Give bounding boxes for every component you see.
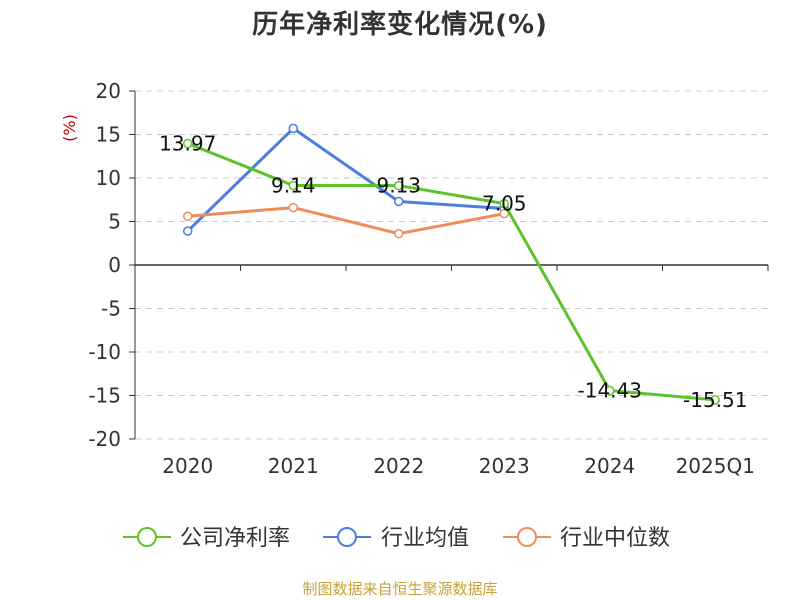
data-point [394, 228, 404, 239]
data-point [183, 226, 193, 236]
source-note: 制图数据来自恒生聚源数据库 [302, 580, 498, 598]
x-tick-label: 2022 [373, 454, 424, 478]
data-label: 7.05 [482, 192, 527, 216]
data-point [288, 180, 298, 191]
y-tick-label: 0 [108, 253, 121, 277]
data-point [710, 395, 720, 405]
data-point [288, 202, 298, 213]
data-point [394, 180, 404, 191]
x-tick-label: 2020 [162, 454, 213, 478]
chart-title: 历年净利率变化情况(%) [252, 10, 548, 40]
data-label: 9.14 [271, 173, 316, 197]
legend-swatch-marker [517, 527, 537, 547]
data-point [499, 198, 509, 209]
legend-swatch-marker [137, 527, 157, 547]
x-tick-label: 2021 [268, 454, 319, 478]
data-point [183, 211, 193, 222]
legend-label: 行业中位数 [560, 526, 670, 551]
y-tick-label: -20 [88, 427, 121, 451]
x-tick-label: 2023 [479, 454, 530, 478]
data-point [183, 138, 193, 149]
data-label: 9.13 [376, 174, 421, 198]
y-tick-label: -5 [101, 297, 121, 321]
y-tick-label: 20 [96, 79, 121, 103]
legend-item[interactable]: 行业均值 [323, 526, 469, 551]
data-point [394, 196, 404, 207]
data-point [288, 123, 298, 134]
y-tick-label: 10 [96, 166, 121, 190]
y-axis-label: (%) [60, 114, 79, 142]
x-tick-label: 2025Q1 [676, 454, 755, 478]
y-tick-label: 5 [108, 210, 121, 234]
legend-swatch-marker [337, 527, 357, 547]
series-line [187, 206, 505, 236]
legend-label: 公司净利率 [180, 526, 290, 551]
series-line [187, 142, 716, 402]
data-label: -15.51 [683, 388, 747, 412]
legend-item[interactable]: 行业中位数 [503, 526, 670, 551]
legend-label: 行业均值 [381, 526, 469, 551]
legend-item[interactable]: 公司净利率 [123, 526, 290, 551]
data-point [605, 385, 615, 396]
series-line [186, 126, 505, 233]
data-label: -14.43 [578, 379, 642, 403]
y-tick-label: -10 [88, 340, 121, 364]
y-tick-label: -15 [88, 384, 121, 408]
data-label: 13.97 [159, 131, 216, 155]
x-tick-label: 2024 [584, 454, 635, 478]
y-tick-label: 15 [96, 123, 121, 147]
